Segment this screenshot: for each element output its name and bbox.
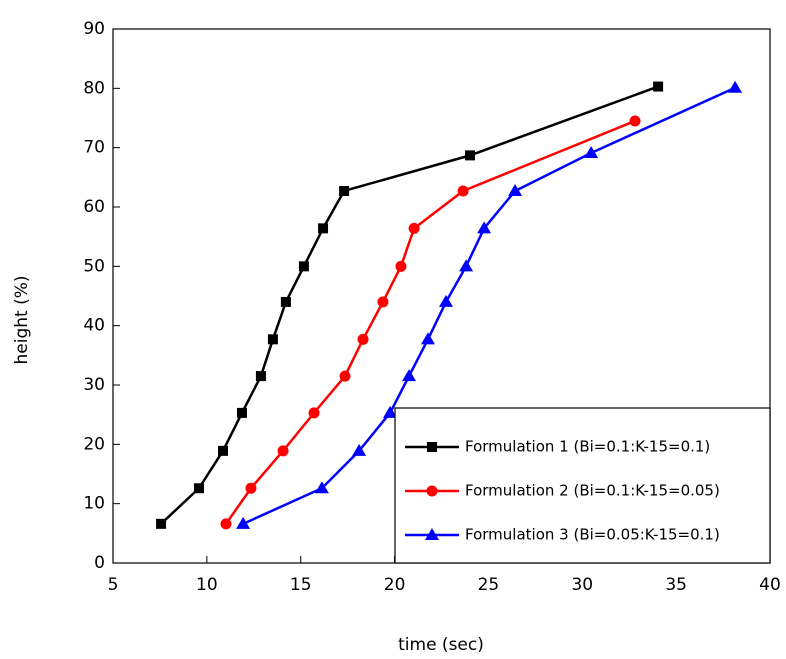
x-axis-label: time (sec) xyxy=(398,635,484,655)
x-tick-label: 15 xyxy=(290,575,312,595)
marker xyxy=(377,296,389,308)
y-tick-label: 60 xyxy=(83,197,105,217)
marker xyxy=(402,369,417,382)
y-tick-label: 40 xyxy=(83,316,105,336)
marker xyxy=(584,146,599,159)
marker xyxy=(459,259,474,272)
marker xyxy=(220,518,232,530)
marker xyxy=(318,223,329,234)
x-tick-label: 10 xyxy=(196,575,218,595)
marker xyxy=(308,407,320,419)
marker xyxy=(383,405,398,418)
y-tick-label: 30 xyxy=(83,375,105,395)
legend-label: Formulation 2 (Bi=0.1:K-15=0.05) xyxy=(465,482,720,500)
y-tick-label: 10 xyxy=(83,494,105,514)
marker xyxy=(629,115,641,127)
marker xyxy=(477,221,492,234)
x-tick-label: 5 xyxy=(108,575,119,595)
x-tick-label: 35 xyxy=(665,575,687,595)
marker xyxy=(236,516,251,529)
marker xyxy=(439,294,454,307)
marker xyxy=(457,185,469,197)
x-tick-label: 40 xyxy=(759,575,781,595)
legend-label: Formulation 3 (Bi=0.05:K-15=0.1) xyxy=(465,526,720,544)
y-tick-label: 20 xyxy=(83,434,105,454)
y-tick-label: 50 xyxy=(83,256,105,276)
marker xyxy=(193,483,204,494)
marker xyxy=(245,482,257,494)
marker xyxy=(395,260,407,272)
marker xyxy=(298,261,309,272)
marker xyxy=(339,185,350,196)
marker xyxy=(728,80,743,93)
marker xyxy=(352,443,367,456)
legend-marker xyxy=(427,442,437,452)
marker xyxy=(280,296,291,307)
legend-marker xyxy=(425,528,439,540)
y-tick-label: 80 xyxy=(83,78,105,98)
legend-box xyxy=(394,407,771,564)
marker xyxy=(653,81,664,92)
y-axis-label: height (%) xyxy=(12,275,32,364)
marker xyxy=(277,445,289,457)
y-tick-label: 0 xyxy=(94,553,105,573)
marker xyxy=(218,445,229,456)
series-line xyxy=(242,86,736,525)
y-tick-label: 70 xyxy=(83,138,105,158)
marker xyxy=(255,371,266,382)
marker xyxy=(420,332,435,345)
x-tick-label: 30 xyxy=(571,575,593,595)
legend-marker xyxy=(426,485,438,497)
marker xyxy=(314,481,329,494)
x-tick-label: 20 xyxy=(384,575,406,595)
marker xyxy=(357,333,369,345)
marker xyxy=(508,183,523,196)
marker xyxy=(267,334,278,345)
marker xyxy=(465,150,476,161)
series-line xyxy=(160,85,659,525)
marker xyxy=(339,370,351,382)
marker xyxy=(156,518,167,529)
marker xyxy=(408,222,420,234)
legend-label: Formulation 1 (Bi=0.1:K-15=0.1) xyxy=(465,438,710,456)
x-tick-label: 25 xyxy=(478,575,500,595)
y-tick-label: 90 xyxy=(83,19,105,39)
marker xyxy=(236,407,247,418)
